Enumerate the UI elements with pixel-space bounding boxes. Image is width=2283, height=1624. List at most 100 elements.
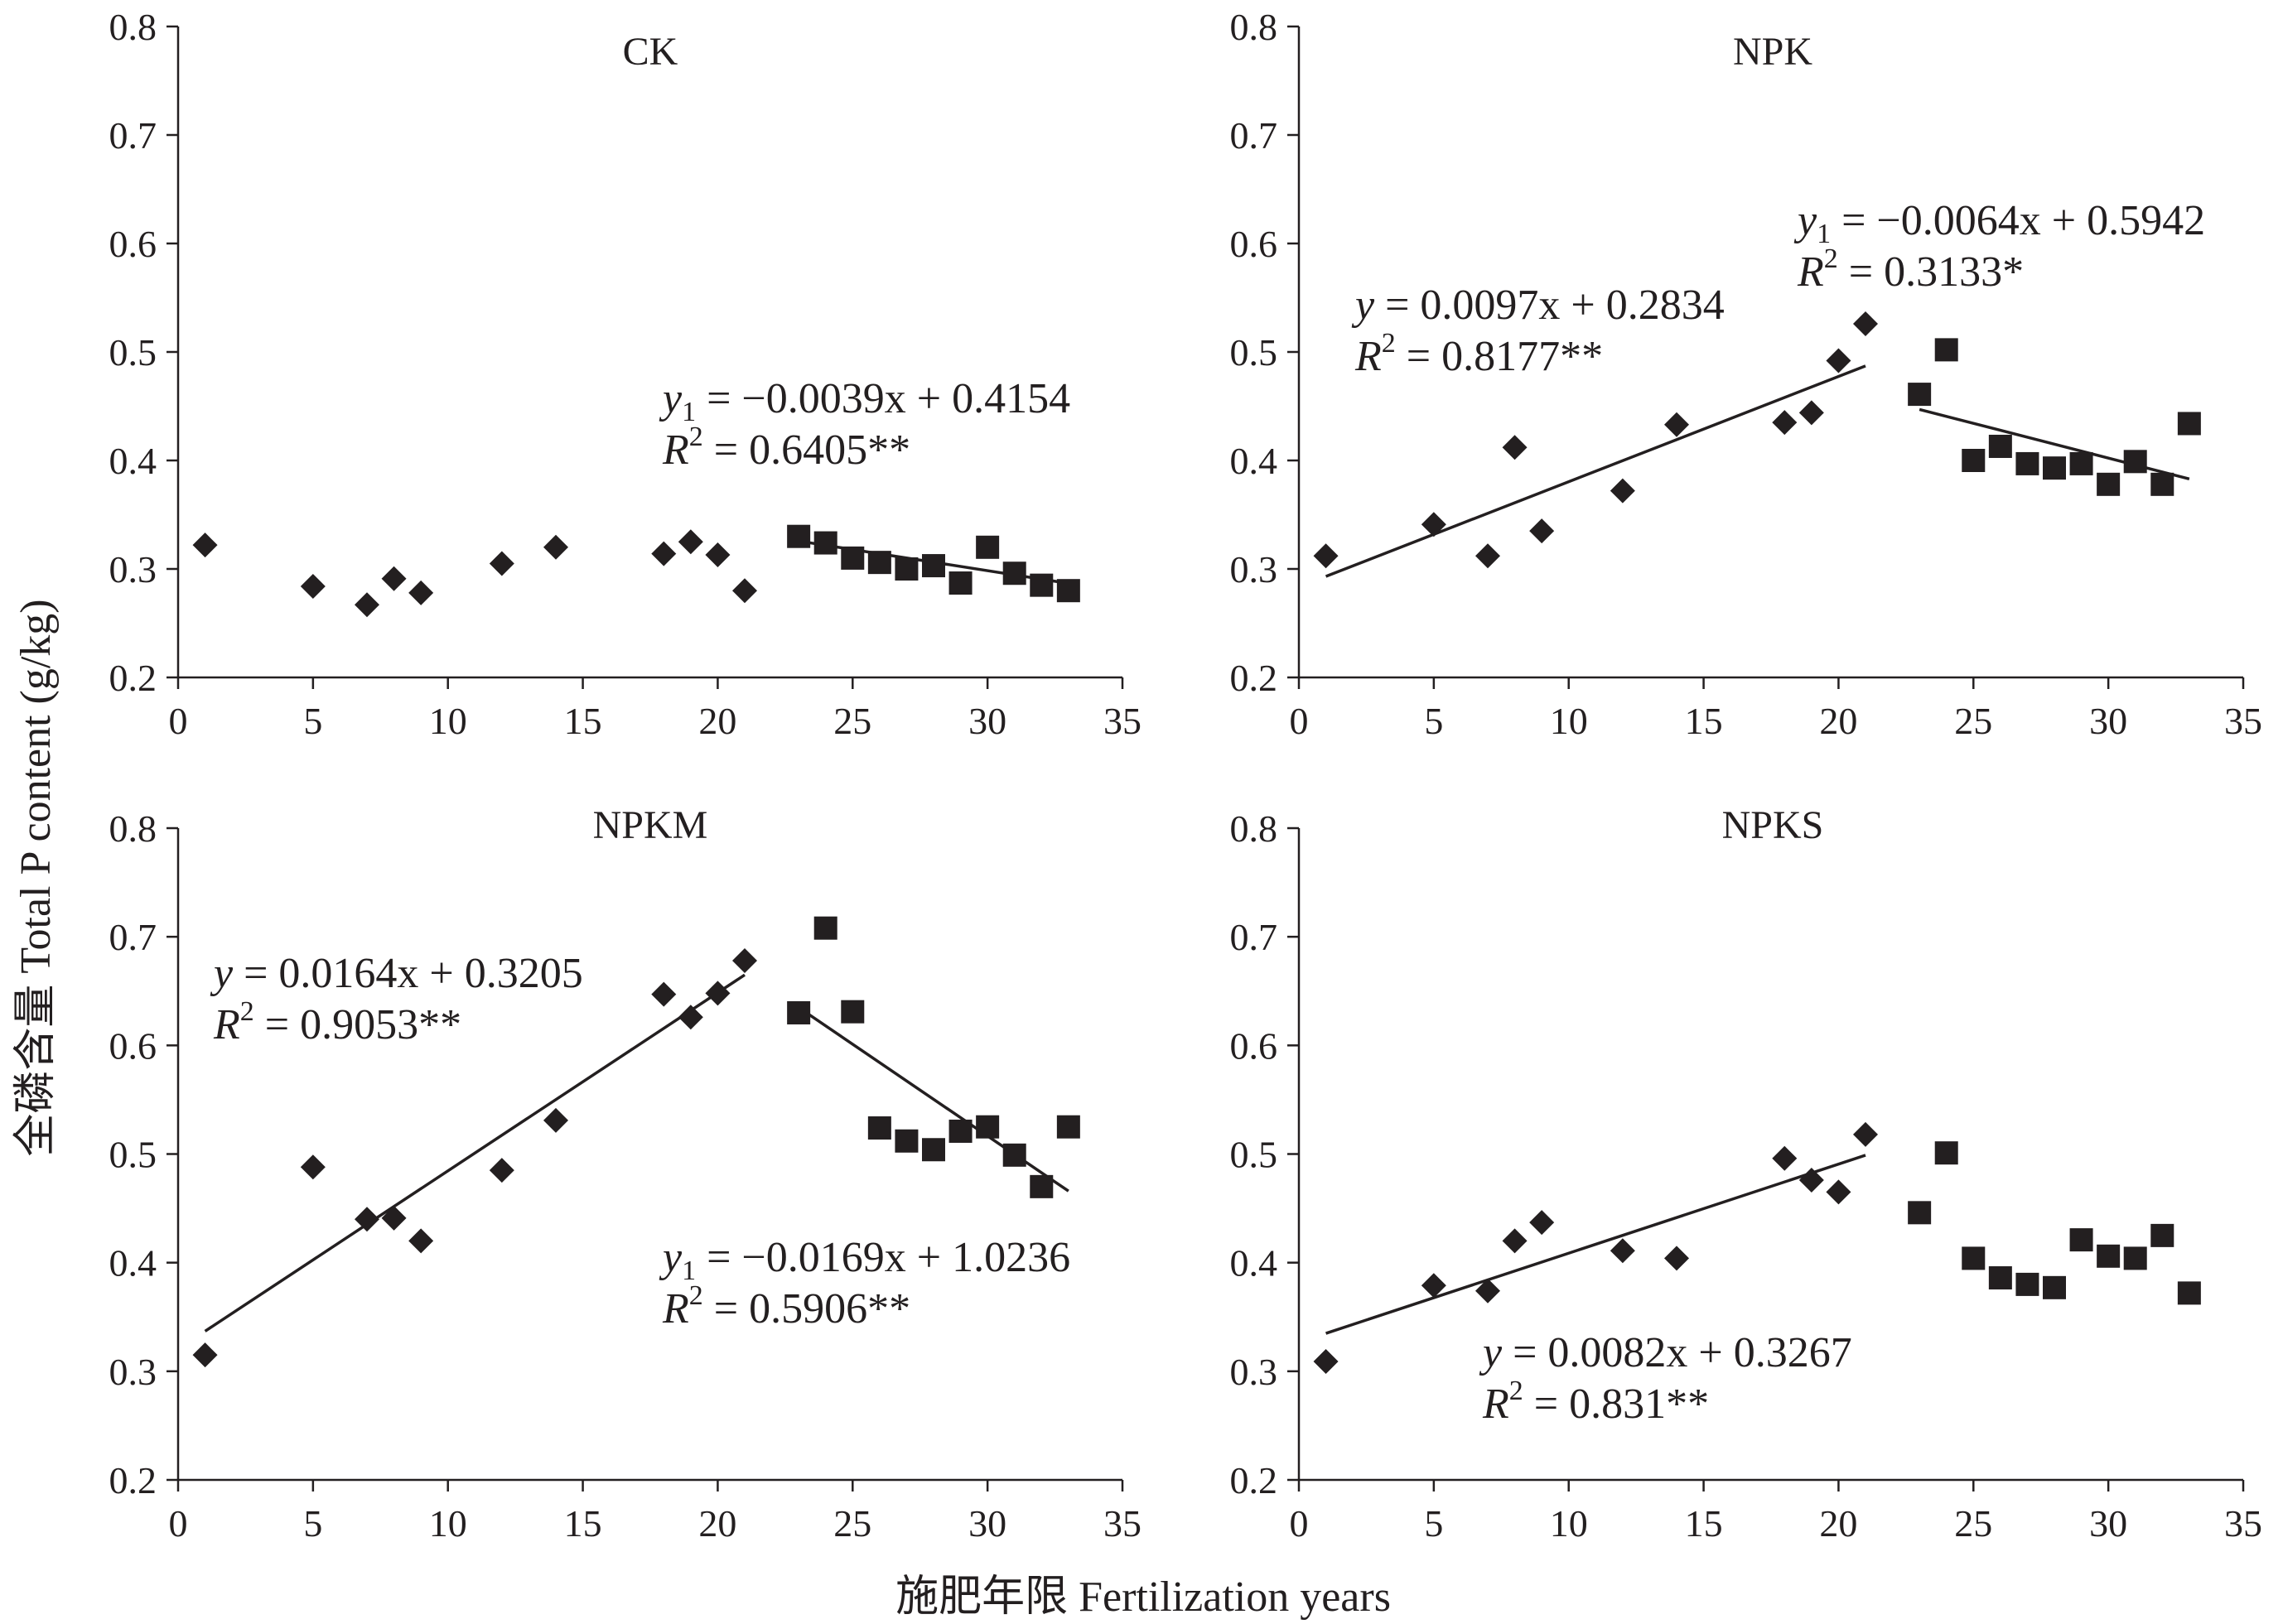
- diamond-point: [1475, 1278, 1500, 1304]
- square-point: [813, 531, 837, 555]
- y-tick-label: 0.4: [109, 440, 157, 482]
- regression-equation: y1 = −0.0064x + 0.5942: [1793, 197, 2205, 249]
- x-tick-label: 25: [1954, 1502, 1992, 1544]
- diamond-point: [1421, 1273, 1446, 1299]
- square-point: [922, 554, 945, 578]
- square-point: [787, 1000, 811, 1024]
- r-squared-label: R2 = 0.8177**: [1354, 328, 1603, 380]
- diamond-point: [1529, 518, 1555, 544]
- diamond-point: [1610, 1238, 1635, 1264]
- panel-title: NPKM: [593, 803, 708, 847]
- square-point: [948, 1119, 973, 1143]
- diamond-point: [543, 1107, 568, 1133]
- r-squared-label: R2 = 0.5906**: [662, 1280, 910, 1332]
- diamond-point: [678, 1005, 703, 1030]
- square-point: [1002, 561, 1026, 586]
- x-tick-label: 15: [1685, 700, 1723, 742]
- regression-equation: y1 = −0.0169x + 1.0236: [659, 1234, 1070, 1286]
- y-tick-label: 0.5: [1230, 1134, 1278, 1176]
- x-tick-label: 35: [2224, 1502, 2262, 1544]
- x-tick-label: 0: [169, 1502, 188, 1544]
- square-point: [895, 557, 919, 581]
- diamond-point: [705, 542, 731, 567]
- square-point: [787, 524, 811, 548]
- r-squared-label: R2 = 0.831**: [1482, 1376, 1709, 1428]
- x-tick-label: 0: [1290, 700, 1309, 742]
- regression-equation: y = 0.0164x + 0.3205: [210, 950, 583, 997]
- panel-title: NPK: [1733, 30, 1812, 74]
- diamond-point: [732, 948, 757, 974]
- square-point: [2069, 451, 2093, 475]
- x-tick-label: 5: [303, 1502, 322, 1544]
- y-tick-label: 0.5: [109, 1134, 157, 1176]
- x-tick-label: 5: [1424, 700, 1443, 742]
- y-tick-label: 0.3: [109, 1351, 157, 1393]
- diamond-point: [192, 1342, 218, 1368]
- x-tick-label: 30: [2089, 700, 2127, 742]
- square-point: [1962, 449, 1986, 472]
- diamond-point: [1313, 543, 1339, 569]
- square-point: [1988, 1266, 2012, 1290]
- y-tick-label: 0.8: [109, 6, 157, 48]
- square-point: [2097, 1244, 2121, 1268]
- x-tick-label: 5: [303, 700, 322, 742]
- x-tick-label: 35: [2224, 700, 2262, 742]
- square-point: [2123, 1246, 2147, 1270]
- square-point: [1962, 1246, 1986, 1270]
- square-point: [841, 1000, 865, 1024]
- y-tick-label: 0.2: [1230, 657, 1278, 699]
- square-point: [2123, 450, 2147, 474]
- r-squared-label: R2 = 0.6405**: [662, 422, 910, 474]
- diamond-point: [408, 1228, 434, 1254]
- y-tick-label: 0.2: [109, 1459, 157, 1501]
- x-tick-label: 35: [1103, 700, 1142, 742]
- panel-title: CK: [623, 30, 678, 74]
- square-point: [948, 571, 973, 595]
- y-tick-label: 0.7: [1230, 916, 1278, 958]
- diamond-point: [381, 566, 407, 591]
- square-point: [1030, 1174, 1054, 1198]
- diamond-point: [1798, 400, 1824, 426]
- x-tick-label: 0: [169, 700, 188, 742]
- x-tick-label: 20: [1819, 700, 1857, 742]
- x-tick-label: 10: [429, 700, 467, 742]
- square-point: [2043, 456, 2066, 480]
- diamond-point: [355, 1207, 379, 1232]
- panels: 0.2 0.3 0.4 0.5 0.6 0.7 0.8 0 5 10 15 20 25 30 35 CK y1 …: [109, 6, 2263, 1544]
- trendline: [204, 973, 746, 1332]
- trendline: [1325, 364, 1866, 578]
- diamond-point: [1529, 1210, 1555, 1236]
- diamond-point: [678, 529, 703, 555]
- square-point: [2015, 451, 2039, 475]
- y-tick-label: 0.7: [109, 916, 157, 958]
- x-axis-label: 施肥年限 Fertilization years: [895, 1573, 1391, 1621]
- square-point: [922, 1138, 945, 1162]
- y-tick-label: 0.7: [109, 114, 157, 157]
- x-tick-label: 20: [698, 700, 736, 742]
- x-tick-label: 10: [1550, 700, 1588, 742]
- square-point: [895, 1129, 919, 1153]
- square-point: [2150, 1223, 2174, 1247]
- diamond-point: [1826, 348, 1851, 373]
- diamond-point: [1313, 1349, 1339, 1375]
- diamond-point: [1772, 410, 1798, 436]
- r-squared-label: R2 = 0.9053**: [213, 996, 461, 1048]
- square-point: [841, 546, 865, 570]
- square-point: [1988, 434, 2012, 458]
- diamond-point: [1853, 311, 1878, 336]
- y-tick-label: 0.3: [1230, 1351, 1278, 1393]
- diamond-point: [300, 1154, 326, 1180]
- diamond-point: [408, 580, 434, 605]
- x-tick-label: 25: [833, 1502, 871, 1544]
- diamond-point: [1664, 412, 1689, 437]
- y-tick-label: 0.3: [109, 548, 157, 590]
- square-point: [1056, 1115, 1080, 1139]
- x-tick-label: 20: [698, 1502, 736, 1544]
- y-tick-label: 0.5: [109, 331, 157, 373]
- trendline: [798, 1006, 1069, 1193]
- square-point: [2097, 472, 2121, 496]
- panel-npkm: 0.2 0.3 0.4 0.5 0.6 0.7 0.8 0 5 10 15 20 25 30 35 NPKM y…: [109, 803, 1142, 1544]
- square-point: [2150, 472, 2174, 496]
- square-point: [1030, 573, 1054, 597]
- diamond-point: [381, 1205, 407, 1231]
